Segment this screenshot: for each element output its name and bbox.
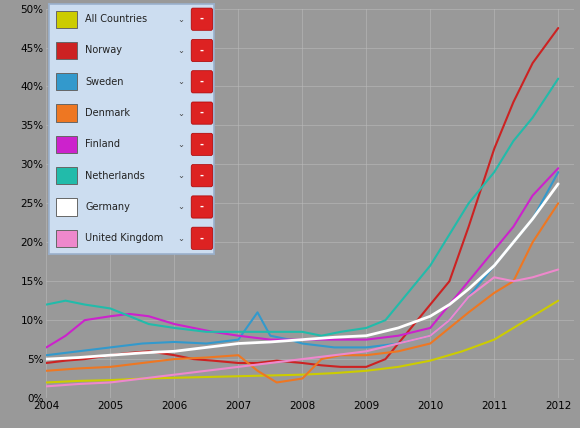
FancyBboxPatch shape xyxy=(191,165,213,187)
Text: ⌄: ⌄ xyxy=(178,140,185,149)
Text: ⌄: ⌄ xyxy=(178,15,185,24)
Text: ⌄: ⌄ xyxy=(178,46,185,55)
Text: ⌄: ⌄ xyxy=(178,171,185,180)
Text: -: - xyxy=(200,140,204,149)
FancyBboxPatch shape xyxy=(191,8,213,30)
FancyBboxPatch shape xyxy=(191,227,213,250)
Text: -: - xyxy=(200,202,204,212)
FancyBboxPatch shape xyxy=(191,196,213,218)
FancyBboxPatch shape xyxy=(191,39,213,62)
Text: United Kingdom: United Kingdom xyxy=(85,233,164,243)
Text: -: - xyxy=(200,14,204,24)
Text: Germany: Germany xyxy=(85,202,130,212)
Text: Denmark: Denmark xyxy=(85,108,130,118)
Text: -: - xyxy=(200,171,204,181)
FancyBboxPatch shape xyxy=(56,73,77,90)
FancyBboxPatch shape xyxy=(56,42,77,59)
Text: -: - xyxy=(200,108,204,118)
Text: -: - xyxy=(200,77,204,87)
Text: Netherlands: Netherlands xyxy=(85,171,145,181)
Text: ⌄: ⌄ xyxy=(178,109,185,118)
FancyBboxPatch shape xyxy=(56,167,77,184)
Text: Norway: Norway xyxy=(85,45,122,56)
Text: -: - xyxy=(200,233,204,243)
Text: All Countries: All Countries xyxy=(85,14,147,24)
FancyBboxPatch shape xyxy=(56,230,77,247)
FancyBboxPatch shape xyxy=(191,71,213,93)
Text: ⌄: ⌄ xyxy=(178,77,185,86)
FancyBboxPatch shape xyxy=(56,11,77,28)
FancyBboxPatch shape xyxy=(56,104,77,122)
Text: ⌄: ⌄ xyxy=(178,234,185,243)
FancyBboxPatch shape xyxy=(191,133,213,155)
Text: Finland: Finland xyxy=(85,140,121,149)
FancyBboxPatch shape xyxy=(191,102,213,124)
Text: Sweden: Sweden xyxy=(85,77,124,87)
Text: -: - xyxy=(200,45,204,56)
Text: ⌄: ⌄ xyxy=(178,202,185,211)
FancyBboxPatch shape xyxy=(56,199,77,216)
FancyBboxPatch shape xyxy=(56,136,77,153)
